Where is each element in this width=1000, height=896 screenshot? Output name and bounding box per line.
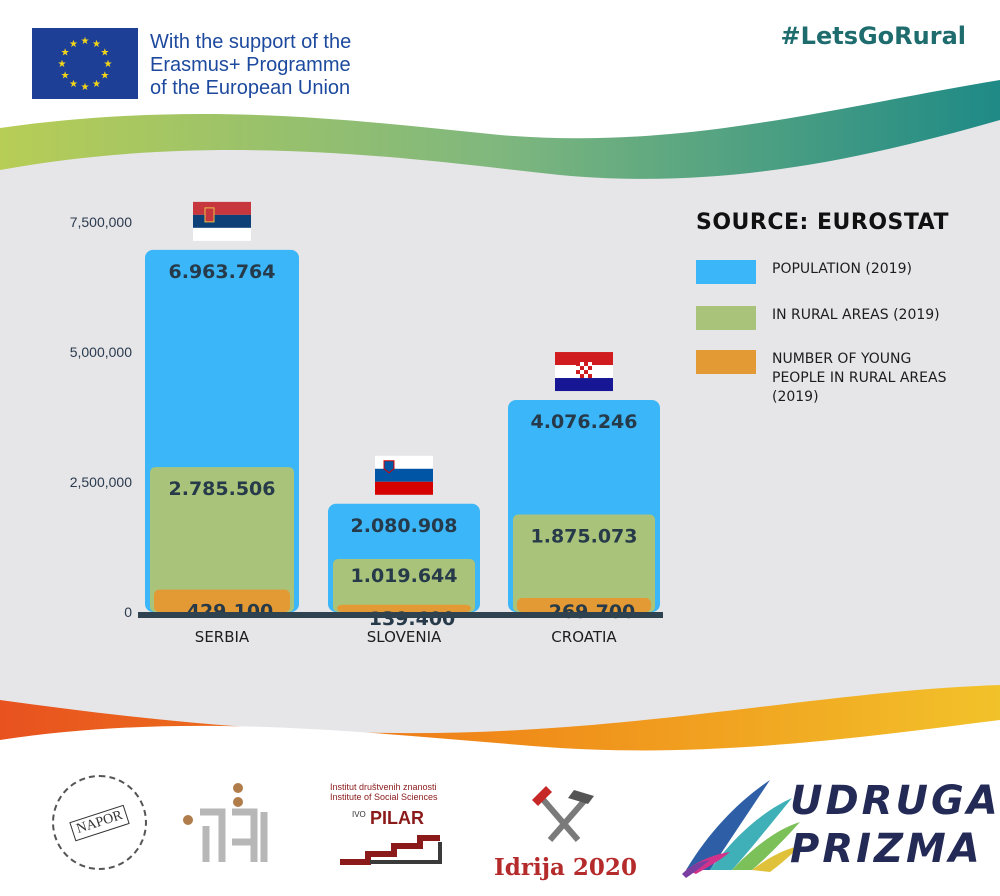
legend-swatch-rural — [696, 306, 756, 330]
header: ★ ★ ★ ★ ★ ★ ★ ★ ★ ★ ★ ★ With the support of the Era… — [0, 0, 1000, 200]
hammer-pick-icon — [532, 786, 594, 842]
chart: 0 2,500,000 5,000,000 7,500,000 6.963.764 2.… — [70, 201, 663, 646]
hrfon-logo — [180, 780, 280, 870]
x-category-label: CROATIA — [551, 628, 617, 646]
bar-croatia-series-1 — [513, 514, 655, 612]
napor-logo-text: NAPOR — [69, 804, 130, 841]
x-category-label: SERBIA — [195, 628, 250, 646]
pilar-line-1: Institut društvenih znanosti — [330, 782, 437, 792]
serbia-flag-icon — [193, 201, 251, 241]
napor-logo: NAPOR — [52, 775, 147, 870]
bar-slovenia-series-2 — [337, 604, 471, 612]
bar-label-serbia-series-1: 2.785.506 — [169, 478, 276, 500]
bar-label-serbia-series-2: 429.100 — [187, 601, 274, 623]
pilar-institute-text: Institut društvenih znanosti Institute o… — [330, 782, 455, 802]
pilar-steps-icon — [340, 835, 442, 865]
pilar-line-2: Institute of Social Sciences — [330, 792, 438, 802]
bar-label-serbia-series-0: 6.963.764 — [169, 261, 276, 283]
eu-star-icon: ★ — [92, 79, 101, 90]
legend-title: SOURCE: EUROSTAT — [696, 210, 949, 235]
eu-star-icon: ★ — [58, 59, 67, 70]
hashtag: #LetsGoRural — [780, 22, 966, 50]
bar-croatia-series-2 — [517, 597, 651, 612]
idrija-logo: Idrija 2020 — [490, 778, 640, 881]
bar-serbia-series-1 — [150, 467, 294, 612]
bar-slovenia-series-1 — [333, 558, 475, 612]
legend-swatch-young — [696, 350, 756, 374]
eu-star-icon: ★ — [100, 71, 109, 82]
bar-label-croatia-series-2: 269.700 — [549, 601, 636, 623]
eu-star-icon: ★ — [81, 82, 90, 93]
eu-support-text: With the support of the Erasmus+ Program… — [150, 31, 351, 100]
eu-star-icon: ★ — [100, 48, 109, 59]
legend-label-rural: IN RURAL AREAS (2019) — [772, 307, 940, 323]
legend-item-population: POPULATION (2019) — [696, 260, 962, 284]
bar-label-slovenia-series-0: 2.080.908 — [351, 515, 458, 537]
prizma-rays-icon — [682, 780, 800, 878]
idrija-text: Idrija 2020 — [494, 854, 637, 881]
bars: 6.963.764 2.785.506 429.100 2.080.908 1.019.… — [145, 249, 660, 630]
hrfon-logo-icon — [183, 783, 268, 862]
legend-label-young: NUMBER OF YOUNG PEOPLE IN RURAL AREAS (2… — [772, 351, 947, 405]
eu-flag-icon: ★ ★ ★ ★ ★ ★ ★ ★ ★ ★ ★ ★ — [32, 28, 138, 99]
legend-swatch-population — [696, 260, 756, 284]
y-tick-label: 7,500,000 — [70, 214, 132, 230]
eu-star-icon: ★ — [69, 79, 78, 90]
header-wave — [0, 0, 1000, 200]
x-axis-categories: SERBIA SLOVENIA CROATIA — [195, 628, 618, 646]
bar-label-croatia-series-1: 1.875.073 — [531, 525, 638, 547]
legend-item-young: NUMBER OF YOUNG PEOPLE IN RURAL AREAS (2… — [696, 350, 962, 407]
eu-star-icon: ★ — [104, 59, 113, 70]
slovenia-flag-icon — [375, 455, 433, 495]
legend-label-population: POPULATION (2019) — [772, 261, 912, 277]
eu-text-line-1: With the support of the — [150, 31, 352, 53]
bar-serbia-series-2 — [154, 589, 290, 612]
prizma-word-2: PRIZMA — [790, 826, 983, 872]
y-tick-label: 5,000,000 — [70, 344, 132, 360]
prizma-word-1: UDRUGA — [790, 778, 1000, 824]
eu-star-icon: ★ — [61, 71, 70, 82]
legend: SOURCE: EUROSTAT POPULATION (2019) IN RU… — [696, 210, 986, 405]
x-category-label: SLOVENIA — [367, 628, 442, 646]
eu-star-icon: ★ — [81, 36, 90, 47]
bar-label-croatia-series-0: 4.076.246 — [531, 411, 638, 433]
partner-logos: NAPOR Institut društvenih znanosti Insti… — [0, 760, 1000, 896]
eu-stars-icon: ★ ★★★★★★★★★★★ — [58, 36, 113, 93]
y-axis: 0 2,500,000 5,000,000 7,500,000 — [70, 214, 133, 620]
x-axis-line — [138, 612, 663, 618]
pilar-name-text: PILAR — [370, 808, 424, 828]
eu-text-line-3: of the European Union — [150, 77, 351, 99]
y-tick-label: 2,500,000 — [70, 474, 132, 490]
eu-star-icon: ★ — [69, 39, 78, 50]
prizma-logo: UDRUGA PRIZMA — [680, 770, 998, 890]
footer-wave — [0, 685, 1000, 760]
croatia-flag-icon — [555, 352, 613, 392]
eu-star-icon: ★ — [92, 39, 101, 50]
eu-star-icon: ★ — [61, 48, 70, 59]
y-tick-label: 0 — [124, 604, 132, 620]
pilar-logo: Institut društvenih znanosti Institute o… — [330, 782, 450, 865]
bar-label-slovenia-series-1: 1.019.644 — [351, 565, 458, 587]
bar-label-slovenia-series-2: 139.400 — [369, 608, 456, 630]
flags — [193, 201, 613, 495]
legend-item-rural: IN RURAL AREAS (2019) — [696, 306, 962, 330]
pilar-ivo-text: IVO — [352, 810, 366, 819]
eu-text-line-2: Erasmus+ Programme — [150, 54, 351, 76]
